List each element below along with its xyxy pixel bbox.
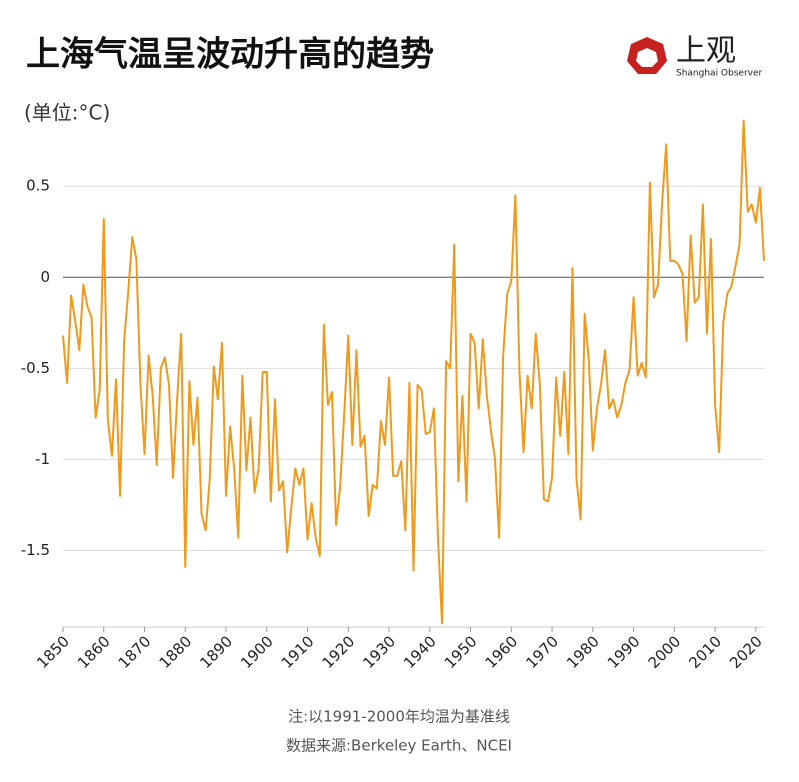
x-tick-label: 1860 bbox=[74, 632, 114, 672]
chart-title: 上海气温呈波动升高的趋势 bbox=[26, 35, 434, 75]
x-tick-label: 1990 bbox=[604, 632, 644, 672]
x-tick-label: 1980 bbox=[563, 632, 603, 672]
x-tick-label: 1960 bbox=[482, 632, 522, 672]
y-tick-label: -0.5 bbox=[21, 359, 50, 377]
x-tick-label: 2010 bbox=[685, 632, 725, 672]
note: 注:以1991-2000年均温为基准线 bbox=[288, 708, 510, 726]
x-tick-label: 1940 bbox=[400, 632, 440, 672]
x-tick-label: 1970 bbox=[522, 632, 562, 672]
x-tick-label: 1890 bbox=[196, 632, 236, 672]
x-tick-label: 1910 bbox=[278, 632, 318, 672]
data-line bbox=[62, 119, 765, 625]
x-tick-label: 1920 bbox=[319, 632, 359, 672]
logo: 上观 Shanghai Observer bbox=[627, 34, 763, 79]
y-tick-label: 0 bbox=[40, 268, 50, 286]
unit-label: (单位:°C) bbox=[24, 101, 110, 125]
y-tick-label: 0.5 bbox=[26, 177, 50, 195]
x-tick-label: 2020 bbox=[726, 632, 766, 672]
x-tick-label: 1870 bbox=[115, 632, 155, 672]
x-tick-label: 1950 bbox=[441, 632, 481, 672]
x-tick-label: 1880 bbox=[156, 632, 196, 672]
x-tick-label: 1930 bbox=[359, 632, 399, 672]
y-tick-label: -1 bbox=[35, 450, 50, 468]
logo-icon-inner bbox=[636, 48, 658, 67]
logo-text: 上观 bbox=[676, 34, 736, 69]
x-tick-label: 1850 bbox=[33, 632, 73, 672]
y-tick-label: -1.5 bbox=[21, 541, 50, 559]
logo-subtext: Shanghai Observer bbox=[676, 69, 763, 79]
source: 数据来源:Berkeley Earth、NCEI bbox=[286, 737, 512, 755]
x-tick-label: 1900 bbox=[237, 632, 277, 672]
x-tick-label: 2000 bbox=[645, 632, 685, 672]
